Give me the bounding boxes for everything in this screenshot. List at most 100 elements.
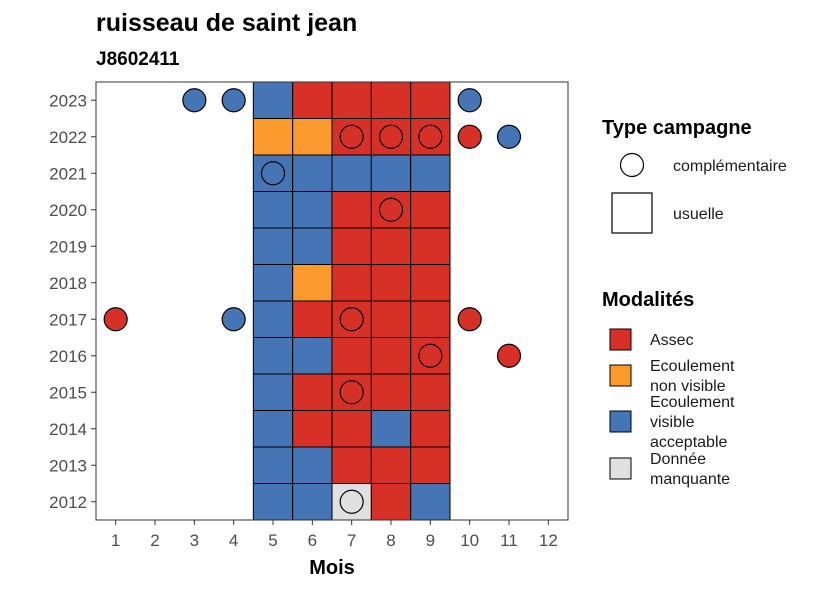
cell-2013-9: [410, 446, 451, 484]
point-2023-4: [221, 88, 246, 113]
cell-2016-6: [292, 337, 333, 375]
legend-key-1: [611, 192, 653, 234]
legend-type-campagne: Type campagne complémentaire usuelle: [602, 117, 787, 234]
cell-2015-5: [252, 373, 294, 411]
cell-2023-5: [252, 81, 294, 119]
cell-2019-9: [410, 227, 451, 265]
point-2016-11: [496, 343, 522, 368]
cell-2017-5: [252, 300, 294, 338]
cell-2018-9: [410, 264, 451, 302]
cell-2018-6: [292, 264, 333, 302]
point-2022-7: [339, 124, 364, 149]
cell-2014-5: [252, 410, 294, 448]
legend-swatch-1: [609, 364, 632, 387]
cell-2014-8: [370, 410, 412, 448]
cell-2023-9: [410, 81, 451, 119]
legend-type-campagne-title: Type campagne: [602, 117, 752, 139]
point-2017-4: [221, 307, 246, 332]
legend-entry-0: Assec: [650, 332, 694, 349]
y-tick-label-2017: 2017: [49, 310, 87, 329]
cell-2016-5: [252, 337, 294, 375]
cell-2018-8: [370, 264, 412, 302]
point-2017-1: [103, 307, 128, 332]
complementary-markers: [103, 88, 522, 514]
x-tick-label-9: 9: [426, 531, 435, 550]
cell-2018-5: [252, 264, 294, 302]
cell-2016-7: [331, 337, 372, 375]
point-2022-9: [418, 124, 443, 149]
x-tick-label-4: 4: [229, 531, 238, 550]
cell-2012-6: [292, 483, 333, 521]
point-2015-7: [339, 380, 364, 405]
chart-subtitle: J8602411: [96, 49, 180, 70]
cell-2021-9: [410, 154, 451, 192]
y-tick-label-2018: 2018: [49, 274, 87, 293]
cell-2015-8: [370, 373, 412, 411]
cell-2021-6: [292, 154, 333, 192]
cell-2013-6: [292, 446, 333, 484]
legend-label-1: usuelle: [673, 206, 724, 223]
point-2017-10: [457, 307, 482, 332]
x-tick-label-11: 11: [500, 531, 518, 550]
cell-2020-5: [252, 191, 294, 229]
x-tick-label-2: 2: [150, 531, 159, 550]
cell-2012-7: [331, 483, 372, 521]
legend-key-0: [619, 152, 645, 178]
point-2023-10: [457, 88, 482, 113]
y-tick-label-2013: 2013: [49, 456, 87, 475]
cell-2012-5: [252, 483, 294, 521]
cell-2014-6: [292, 410, 333, 448]
point-2016-9: [418, 343, 443, 368]
y-tick-label-2021: 2021: [49, 164, 87, 183]
y-axis: 2012 2013 2014 2015 2016 2017 2018 2019 2020 2021…: [49, 91, 96, 512]
cell-2017-9: [410, 300, 451, 338]
heatmap-cells: [252, 81, 451, 521]
point-2017-7: [339, 307, 364, 332]
y-tick-label-2019: 2019: [49, 237, 87, 256]
cell-2019-8: [370, 227, 412, 265]
cell-2015-6: [292, 373, 333, 411]
y-tick-label-2022: 2022: [49, 128, 87, 147]
x-axis-title: Mois: [309, 557, 355, 579]
cell-2013-5: [252, 446, 294, 484]
cell-2013-8: [370, 446, 412, 484]
y-tick-label-2012: 2012: [49, 493, 87, 512]
legend-swatch-0: [609, 328, 632, 351]
legend-swatch-3: [609, 457, 632, 480]
legend-swatch-2: [609, 410, 632, 433]
x-tick-label-3: 3: [190, 531, 199, 550]
x-axis: 1 2 3 4 5 6 7 8 9 10 11 12: [111, 520, 558, 550]
x-tick-label-1: 1: [111, 531, 120, 550]
cell-2012-8: [370, 483, 412, 521]
cell-2014-9: [410, 410, 451, 448]
point-2022-8: [378, 124, 404, 149]
point-2020-8: [378, 197, 404, 222]
cell-2022-5: [252, 118, 294, 156]
cell-2022-6: [292, 118, 333, 156]
cell-2019-6: [292, 227, 333, 265]
point-2012-7: [339, 489, 364, 514]
plot-panel-border: [95, 81, 569, 521]
cell-2017-6: [292, 300, 333, 338]
y-tick-label-2014: 2014: [49, 420, 87, 439]
chart-title: ruisseau de saint jean: [96, 9, 357, 37]
legend-entry-1: Ecoulement non visible: [650, 358, 735, 395]
cell-2013-7: [331, 446, 372, 484]
cell-2020-9: [410, 191, 451, 229]
cell-2019-7: [331, 227, 372, 265]
point-2022-10: [457, 124, 482, 149]
cell-2023-7: [331, 81, 372, 119]
cell-2021-7: [331, 154, 372, 192]
cell-2023-6: [292, 81, 333, 119]
cell-2021-8: [370, 154, 412, 192]
y-tick-label-2016: 2016: [49, 347, 87, 366]
x-tick-label-7: 7: [347, 531, 356, 550]
cell-2015-9: [410, 373, 451, 411]
cell-2020-6: [292, 191, 333, 229]
y-tick-label-2015: 2015: [49, 383, 87, 402]
cell-2017-8: [370, 300, 412, 338]
point-2021-5: [260, 161, 286, 186]
legend-entry-2: Ecoulement visible acceptable: [650, 394, 735, 451]
cell-2020-7: [331, 191, 372, 229]
